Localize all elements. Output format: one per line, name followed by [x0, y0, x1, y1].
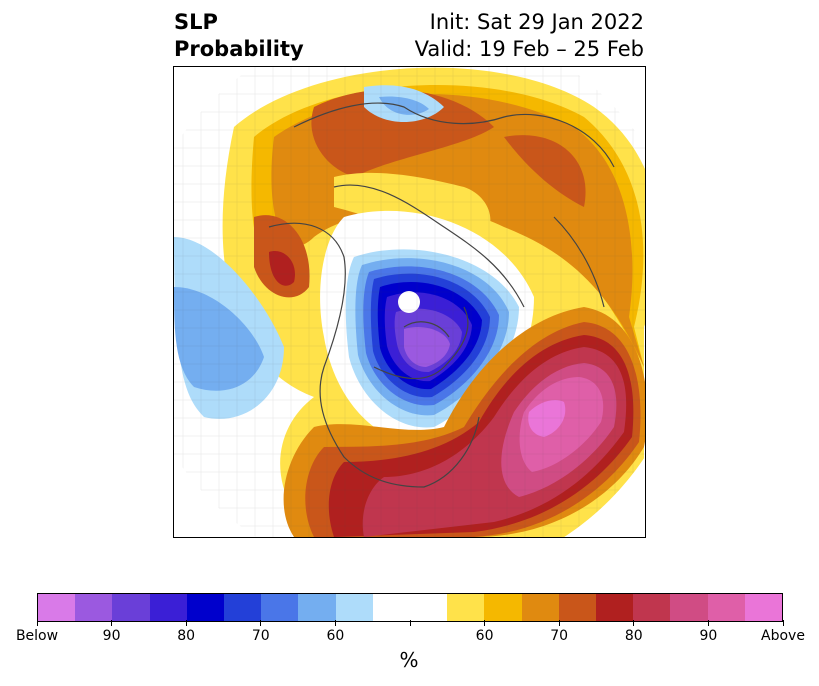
colorbar-cell	[521, 594, 559, 621]
colorbar-tick-label: 60	[326, 628, 345, 644]
colorbar-tick	[484, 620, 486, 626]
colorbar-tick	[260, 620, 262, 626]
colorbar-cell	[447, 594, 485, 621]
colorbar-cell	[633, 594, 671, 621]
forecast-dates: Init: Sat 29 Jan 2022 Valid: 19 Feb – 25…	[415, 9, 644, 63]
colorbar-tick	[36, 620, 38, 626]
colorbar-tick-label: 90	[102, 628, 121, 644]
colorbar-tick-label: Above	[761, 628, 805, 644]
colorbar-tick	[334, 620, 336, 626]
colorbar-cell	[484, 594, 522, 621]
map-canvas	[174, 67, 645, 537]
colorbar-cell	[670, 594, 708, 621]
grid-overlay	[174, 67, 645, 537]
colorbar-tick	[185, 620, 187, 626]
colorbar-cell	[372, 594, 411, 621]
colorbar-tick	[707, 620, 709, 626]
colorbar-tick-label: 80	[177, 628, 196, 644]
colorbar-cell	[38, 594, 76, 621]
colorbar-cell	[261, 594, 299, 621]
polar-map	[173, 66, 646, 538]
colorbar-cell	[558, 594, 597, 621]
colorbar-tick-label: Below	[15, 628, 59, 644]
colorbar-tick	[633, 620, 635, 626]
colorbar-tick-label: 60	[475, 628, 494, 644]
colorbar-tick-label: 70	[550, 628, 569, 644]
colorbar-tick	[558, 620, 560, 626]
colorbar-cell	[224, 594, 262, 621]
colorbar-tick-label: 90	[699, 628, 718, 644]
colorbar-cell	[149, 594, 187, 621]
colorbar-tick-label: 80	[624, 628, 643, 644]
colorbar-cell	[410, 594, 448, 621]
colorbar-cell	[75, 594, 113, 621]
title-line-2: Probability	[174, 37, 304, 61]
colorbar-cell	[298, 594, 336, 621]
colorbar-tick	[782, 620, 784, 626]
colorbar-cell	[707, 594, 745, 621]
colorbar	[37, 593, 783, 622]
colorbar-tick-label: 70	[251, 628, 270, 644]
colorbar-tick	[409, 620, 411, 626]
plot-title: SLP Probability	[174, 9, 304, 63]
colorbar-cell	[335, 594, 373, 621]
colorbar-unit: %	[399, 648, 419, 672]
init-date: Init: Sat 29 Jan 2022	[429, 10, 644, 34]
title-line-1: SLP	[174, 10, 218, 34]
valid-range: Valid: 19 Feb – 25 Feb	[414, 37, 644, 61]
colorbar-tick	[111, 620, 113, 626]
colorbar-cell	[744, 594, 783, 621]
colorbar-cell	[112, 594, 150, 621]
colorbar-cell	[596, 594, 634, 621]
colorbar-cell	[186, 594, 225, 621]
